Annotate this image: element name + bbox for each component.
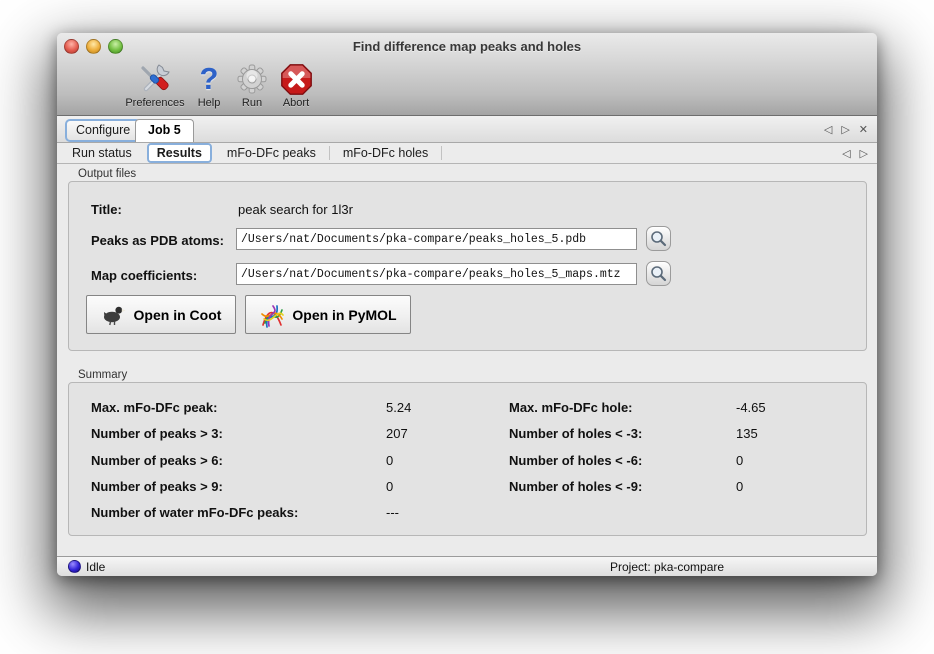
open-in-pymol-label: Open in PyMOL [292, 306, 397, 323]
summary-label: Max. mFo-DFc peak: [91, 400, 218, 415]
summary-value: --- [386, 505, 399, 520]
summary-label: Number of peaks > 3: [91, 426, 223, 441]
tab-scroll-left-icon[interactable]: ◁ [823, 123, 833, 136]
preferences-button[interactable]: Preferences [120, 60, 190, 109]
help-icon: ? [199, 61, 219, 96]
tab-results[interactable]: Results [146, 143, 212, 163]
tab-separator [441, 146, 443, 160]
summary-value: 5.24 [386, 400, 412, 415]
browse-map-coefficients-button[interactable] [646, 261, 671, 286]
magnifier-icon [651, 266, 667, 282]
open-in-coot-label: Open in Coot [133, 306, 222, 323]
summary-value: -4.65 [736, 400, 766, 415]
gear-icon [235, 60, 269, 96]
tab-mfo-dfc-holes[interactable]: mFo-DFc holes [342, 146, 429, 160]
minimize-window-button[interactable] [86, 39, 101, 54]
summary-label: Number of holes < -3: [509, 426, 643, 441]
run-label: Run [241, 97, 263, 109]
tab-job-5[interactable]: Job 5 [135, 119, 194, 142]
window-title: Find difference map peaks and holes [352, 39, 582, 54]
peaks-pdb-path-input[interactable] [236, 228, 637, 250]
summary-label: Number of peaks > 9: [91, 479, 223, 494]
summary-label: Max. mFo-DFc hole: [509, 400, 633, 415]
app-window: Find difference map peaks and holes Pref [57, 33, 877, 576]
preferences-label: Preferences [125, 97, 185, 109]
close-window-button[interactable] [64, 39, 79, 54]
status-indicator-icon [68, 560, 81, 573]
results-tab-bar: Run status Results mFo-DFc peaks mFo-DFc… [57, 143, 877, 164]
tab-run-status[interactable]: Run status [72, 146, 132, 160]
job-tab-nav: ◁ ▷ ✕ [824, 116, 868, 142]
tab-mfo-dfc-peaks[interactable]: mFo-DFc peaks [226, 146, 316, 160]
summary-value: 0 [386, 479, 394, 494]
job-tab-bar: Configure Job 5 ◁ ▷ ✕ [57, 116, 877, 143]
title-value: peak search for 1l3r [238, 202, 353, 217]
subtab-scroll-left-icon[interactable]: ◁ [842, 147, 851, 160]
status-text: Idle [86, 560, 106, 574]
help-label: Help [197, 97, 221, 109]
abort-label: Abort [282, 97, 310, 109]
summary-label: Number of holes < -6: [509, 453, 643, 468]
results-panel: Output files Title: peak search for 1l3r… [57, 164, 877, 556]
subtab-scroll-right-icon[interactable]: ▷ [859, 147, 868, 160]
abort-button[interactable]: Abort [273, 60, 319, 109]
summary-label: Number of peaks > 6: [91, 453, 223, 468]
title-label: Title: [91, 202, 122, 217]
map-coefficients-label: Map coefficients: [91, 268, 198, 283]
tab-scroll-right-icon[interactable]: ▷ [841, 123, 850, 136]
summary-value: 135 [736, 426, 758, 441]
tab-separator [328, 146, 330, 160]
peaks-pdb-label: Peaks as PDB atoms: [91, 233, 224, 248]
abort-icon [280, 60, 313, 96]
pymol-ribbon-icon [261, 304, 285, 328]
coot-bird-icon [103, 306, 126, 325]
window-controls [64, 39, 123, 54]
summary-section-label: Summary [78, 369, 128, 381]
status-bar: Idle Project: pka-compare [57, 556, 877, 576]
help-button[interactable]: ? Help [188, 60, 230, 110]
summary-label: Number of holes < -9: [509, 479, 643, 494]
project-label: Project: pka-compare [610, 560, 725, 574]
run-button[interactable]: Run [231, 60, 273, 109]
summary-value: 0 [736, 479, 744, 494]
summary-value: 0 [736, 453, 744, 468]
output-files-groupbox: Title: peak search for 1l3r Peaks as PDB… [68, 181, 867, 351]
summary-value: 0 [386, 453, 394, 468]
map-coefficients-path-input[interactable] [236, 263, 637, 285]
title-bar-and-toolbar[interactable]: Find difference map peaks and holes Pref [57, 33, 877, 116]
summary-label: Number of water mFo-DFc peaks: [91, 505, 299, 520]
magnifier-icon [651, 231, 667, 247]
summary-groupbox: Max. mFo-DFc peak: 5.24 Number of peaks … [68, 382, 867, 536]
tab-configure[interactable]: Configure [65, 119, 142, 142]
tools-icon [138, 60, 172, 96]
open-in-coot-button[interactable]: Open in Coot [86, 295, 236, 334]
tab-close-icon[interactable]: ✕ [858, 123, 868, 136]
summary-value: 207 [386, 426, 408, 441]
browse-peaks-pdb-button[interactable] [646, 226, 671, 251]
open-in-pymol-button[interactable]: Open in PyMOL [245, 295, 411, 334]
zoom-window-button[interactable] [108, 39, 123, 54]
results-tab-nav: ◁ ▷ [842, 143, 868, 163]
output-files-section-label: Output files [78, 168, 137, 180]
